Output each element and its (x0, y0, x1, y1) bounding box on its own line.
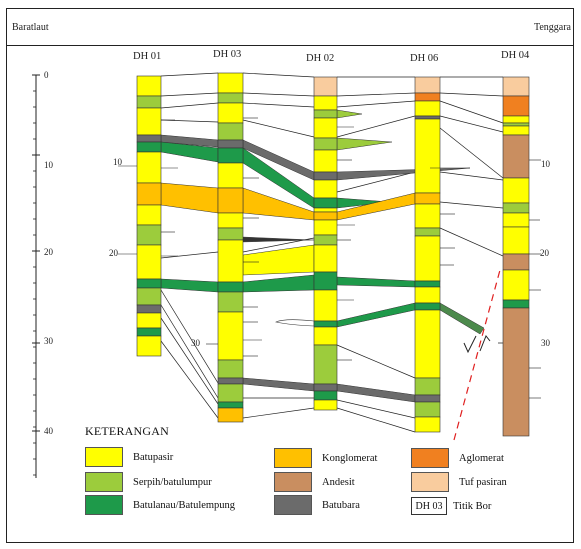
legend-swatch (85, 472, 123, 492)
legend-item-serpih: Serpih/batulumpur (85, 472, 212, 492)
legend-label: Andesit (322, 476, 355, 488)
depth-tick-label: 10 (44, 160, 54, 170)
borehole-dh01 (136, 75, 162, 357)
legend-label: Batulanau/Batulempung (133, 499, 236, 511)
legend-item-titik-bor: DH 03 Titik Bor (411, 497, 491, 515)
inline-depth-label: 30 (191, 338, 201, 348)
legend-label: Aglomerat (459, 452, 504, 464)
bed-ticks (118, 117, 541, 399)
mudstone-layer-d (160, 278, 219, 293)
direction-label-northwest: Baratlaut (12, 22, 49, 33)
legend-label: Titik Bor (453, 500, 492, 512)
lens-pinchout (275, 319, 315, 327)
borehole-title-dh01: DH 01 (133, 51, 161, 62)
inline-depth-label: 10 (113, 157, 123, 167)
mudstone-layer-f (336, 276, 416, 288)
depth-tick-label: 20 (44, 247, 54, 257)
coal-seam-lower-a (242, 377, 315, 392)
thin-coal-pinchout (242, 236, 315, 243)
legend-swatch (274, 472, 312, 492)
depth-scale: 0 10 20 30 40 (32, 70, 54, 478)
legend-borehole-sample: DH 03 (411, 497, 447, 515)
legend-item-aglomerat: Aglomerat (411, 448, 504, 468)
mudstone-layer-g (336, 302, 416, 328)
legend-item-konglomerat: Konglomerat (274, 448, 377, 468)
legend-swatch (85, 447, 123, 467)
mudstone-layer-e (242, 274, 315, 293)
legend-swatch (411, 448, 449, 468)
coal-seam-upper-c (336, 167, 471, 181)
legend-label: Batupasir (133, 451, 174, 463)
legend-item-tuf: Tuf pasiran (411, 472, 507, 492)
fault-throw-symbol (463, 335, 477, 354)
legend-swatch (274, 448, 312, 468)
fault-throw-arrow (479, 335, 491, 352)
legend-label: Batubara (322, 499, 360, 511)
legend-swatch (274, 495, 312, 515)
legend-label: Tuf pasiran (459, 476, 507, 488)
inline-depth-label: 20 (109, 248, 119, 258)
borehole-title-dh06: DH 06 (410, 53, 438, 64)
header-divider (6, 45, 574, 46)
borehole-dh03 (217, 72, 244, 423)
depth-tick-label: 40 (44, 426, 54, 436)
legend-title: KETERANGAN (85, 424, 169, 438)
legend-item-andesit: Andesit (274, 472, 355, 492)
legend-swatch (411, 472, 449, 492)
sandstone-wedge (242, 244, 315, 276)
inline-depth-label: 30 (541, 338, 551, 348)
borehole-title-dh03: DH 03 (213, 49, 241, 60)
depth-tick-label: 30 (44, 336, 54, 346)
conglomerate-layer-a (160, 182, 219, 214)
direction-label-southeast: Tenggara (533, 22, 571, 33)
inline-depth-label: 10 (541, 159, 551, 169)
shale-pinchout-b (336, 137, 393, 151)
correlated-layers (160, 109, 485, 403)
borehole-title-dh02: DH 02 (306, 53, 334, 64)
coal-seam-lower-b (336, 383, 416, 403)
legend-item-batubara: Batubara (274, 495, 360, 515)
fault-line (453, 269, 501, 441)
legend-swatch (85, 495, 123, 515)
mudstone-layer-h (439, 302, 485, 335)
legend-label: Serpih/batulumpur (133, 476, 212, 488)
borehole-dh02 (313, 76, 338, 411)
inline-depth-label: 20 (540, 248, 550, 258)
depth-scale-minor-ticks (32, 74, 40, 476)
borehole-dh06 (414, 76, 441, 433)
borehole-title-dh04: DH 04 (501, 50, 530, 61)
borehole-dh04 (502, 76, 530, 437)
shale-pinchout-a (336, 109, 363, 119)
legend-item-batulanau: Batulanau/Batulempung (85, 495, 235, 515)
correlation-lines (160, 72, 527, 433)
legend-item-batupasir: Batupasir (85, 447, 173, 467)
legend-label: Konglomerat (322, 452, 378, 464)
depth-tick-label: 0 (44, 70, 49, 80)
